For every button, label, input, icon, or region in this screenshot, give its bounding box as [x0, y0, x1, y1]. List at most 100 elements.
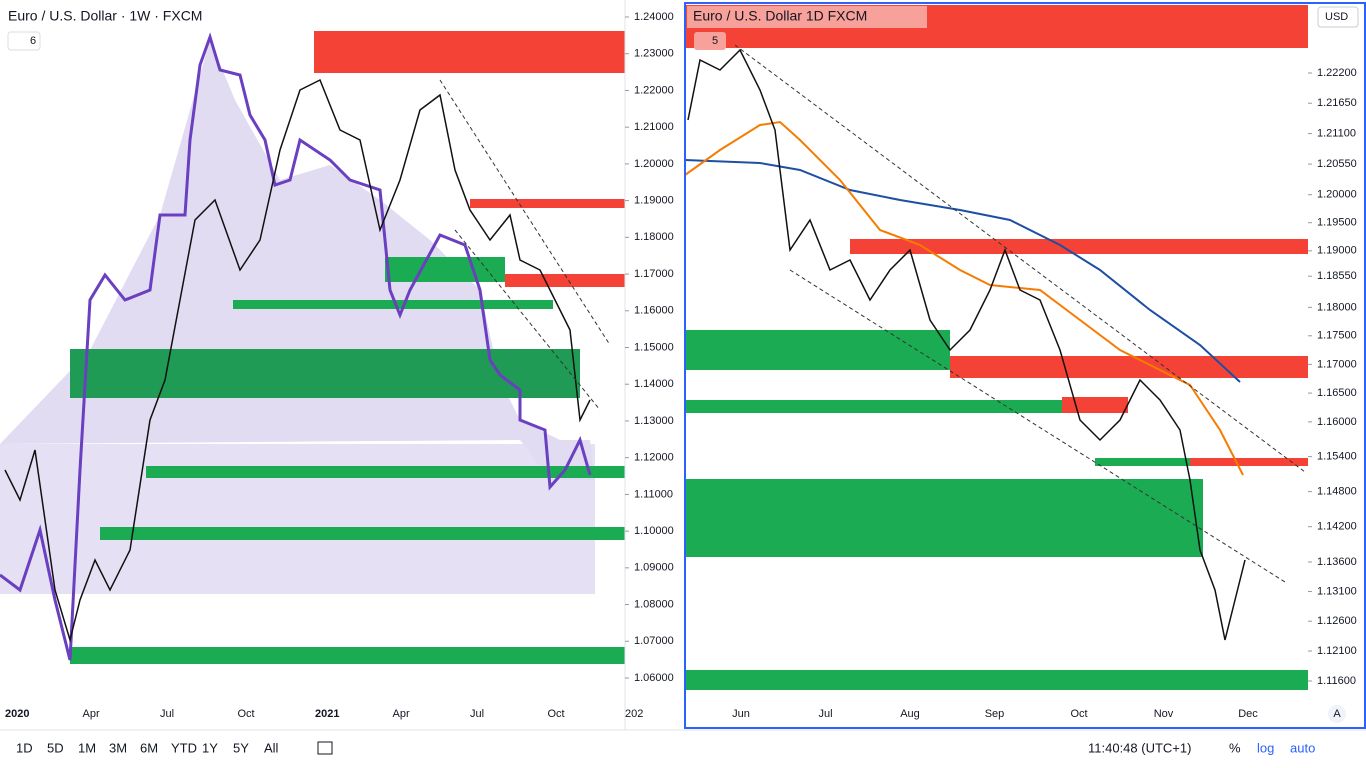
x-tick-label: Apr — [393, 708, 410, 720]
badge-text: 5 — [712, 35, 718, 47]
range-button[interactable]: 5D — [47, 740, 64, 755]
y-tick-label: 1.22200 — [1317, 67, 1357, 79]
y-tick-label: 1.16500 — [1317, 387, 1357, 399]
y-tick-label: 1.21000 — [634, 121, 674, 133]
auto-button[interactable]: auto — [1290, 740, 1315, 755]
x-tick-label: Sep — [985, 708, 1005, 720]
compare-icon[interactable] — [317, 741, 333, 755]
y-tick-label: 1.11000 — [634, 488, 673, 500]
trendline — [454, 229, 601, 411]
y-tick-label: 1.13100 — [1317, 585, 1357, 597]
y-tick-label: 1.15400 — [1317, 451, 1357, 463]
x-tick-label: 202 — [625, 708, 643, 720]
y-tick-label: 1.22000 — [634, 84, 674, 96]
y-tick-label: 1.12000 — [634, 452, 674, 464]
y-tick-label: 1.16000 — [1317, 416, 1357, 428]
zone — [1062, 397, 1128, 413]
x-tick-label: Jul — [160, 708, 174, 720]
zone — [314, 31, 625, 73]
y-tick-label: 1.17500 — [1317, 330, 1357, 342]
zone — [1190, 458, 1308, 466]
currency-button[interactable] — [1317, 6, 1359, 28]
currency: USD — [1325, 11, 1348, 23]
y-tick-label: 1.23000 — [634, 48, 674, 60]
zone — [685, 400, 1062, 413]
pane-border — [684, 2, 1366, 729]
zone — [233, 300, 553, 309]
badge[interactable] — [7, 31, 41, 51]
range-button[interactable]: All — [264, 740, 279, 755]
range-button[interactable]: 5Y — [233, 740, 249, 755]
badge[interactable] — [694, 32, 726, 50]
cloud — [0, 40, 595, 480]
x-tick-label: Jun — [732, 708, 750, 720]
y-tick-label: 1.20000 — [634, 158, 674, 170]
x-tick-label: Aug — [900, 708, 920, 720]
y-tick-label: 1.13600 — [1317, 556, 1357, 568]
zone — [685, 670, 1308, 690]
range-button[interactable]: 3M — [109, 740, 127, 755]
y-tick-label: 1.12100 — [1317, 645, 1357, 657]
y-tick-label: 1.18550 — [1317, 270, 1357, 282]
y-tick-label: 1.18000 — [1317, 301, 1357, 313]
right-pane: Euro / U.S. Dollar 1D FXCM 5 USD A — [684, 2, 1366, 729]
y-tick-label: 1.15000 — [634, 341, 674, 353]
y-tick-label: 1.17000 — [1317, 358, 1357, 370]
y-tick-label: 1.14200 — [1317, 521, 1357, 533]
y-tick-label: 1.11600 — [1317, 675, 1356, 687]
y-tick-label: 1.16000 — [634, 305, 674, 317]
y-tick-label: 1.17000 — [634, 268, 674, 280]
range-button[interactable]: 1M — [78, 740, 96, 755]
zone — [505, 274, 625, 287]
zone — [146, 466, 625, 478]
zone — [100, 527, 625, 540]
log-button[interactable]: log — [1257, 740, 1274, 755]
x-tick-label: Dec — [1238, 708, 1258, 720]
zone — [850, 239, 1308, 254]
zone — [685, 330, 950, 370]
x-tick-label: 2020 — [5, 708, 29, 720]
y-tick-label: 1.13000 — [634, 415, 674, 427]
x-tick-label: Oct — [238, 708, 255, 720]
y-tick-label: 1.07000 — [634, 635, 674, 647]
y-tick-label: 1.21650 — [1317, 97, 1357, 109]
y-tick-label: 1.08000 — [634, 598, 674, 610]
y-tick-label: 1.19000 — [634, 195, 674, 207]
title: Euro / U.S. Dollar · 1W · FXCM — [8, 8, 202, 24]
zone — [70, 349, 580, 398]
y-tick-label: 1.19000 — [1317, 245, 1357, 257]
y-tick-label: 1.12600 — [1317, 615, 1357, 627]
y-tick-label: 1.20000 — [1317, 189, 1357, 201]
range-button[interactable]: 6M — [140, 740, 158, 755]
zone — [950, 356, 1308, 378]
y-tick-label: 1.14000 — [634, 378, 674, 390]
auto-button[interactable] — [1328, 705, 1346, 723]
y-tick-label: 1.20550 — [1317, 158, 1357, 170]
range-button[interactable]: 1D — [16, 740, 33, 755]
y-tick-label: 1.18000 — [634, 231, 674, 243]
y-tick-label: 1.09000 — [634, 562, 674, 574]
x-tick-label: Oct — [1070, 708, 1087, 720]
x-tick-label: Jul — [470, 708, 484, 720]
percent-button[interactable]: % — [1229, 740, 1241, 755]
range-button[interactable]: YTD — [171, 740, 197, 755]
y-tick-label: 1.14800 — [1317, 485, 1357, 497]
zone — [70, 647, 625, 664]
zone — [470, 199, 625, 208]
range-button[interactable]: 1Y — [202, 740, 218, 755]
x-tick-label: Apr — [83, 708, 100, 720]
y-tick-label: 1.24000 — [634, 11, 674, 23]
y-tick-label: 1.21100 — [1317, 127, 1356, 139]
x-tick-label: Oct — [548, 708, 565, 720]
x-tick-label: Nov — [1154, 708, 1174, 720]
y-tick-label: 1.06000 — [634, 672, 674, 684]
auto-label: A — [1333, 708, 1341, 720]
zone — [1095, 458, 1190, 466]
title-bg — [687, 6, 927, 28]
trendline — [439, 79, 611, 346]
x-tick-label: Jul — [818, 708, 832, 720]
clock: 11:40:48 (UTC+1) — [1088, 740, 1191, 755]
left-pane: Euro / U.S. Dollar · 1W · FXCM 6 — [0, 8, 625, 664]
